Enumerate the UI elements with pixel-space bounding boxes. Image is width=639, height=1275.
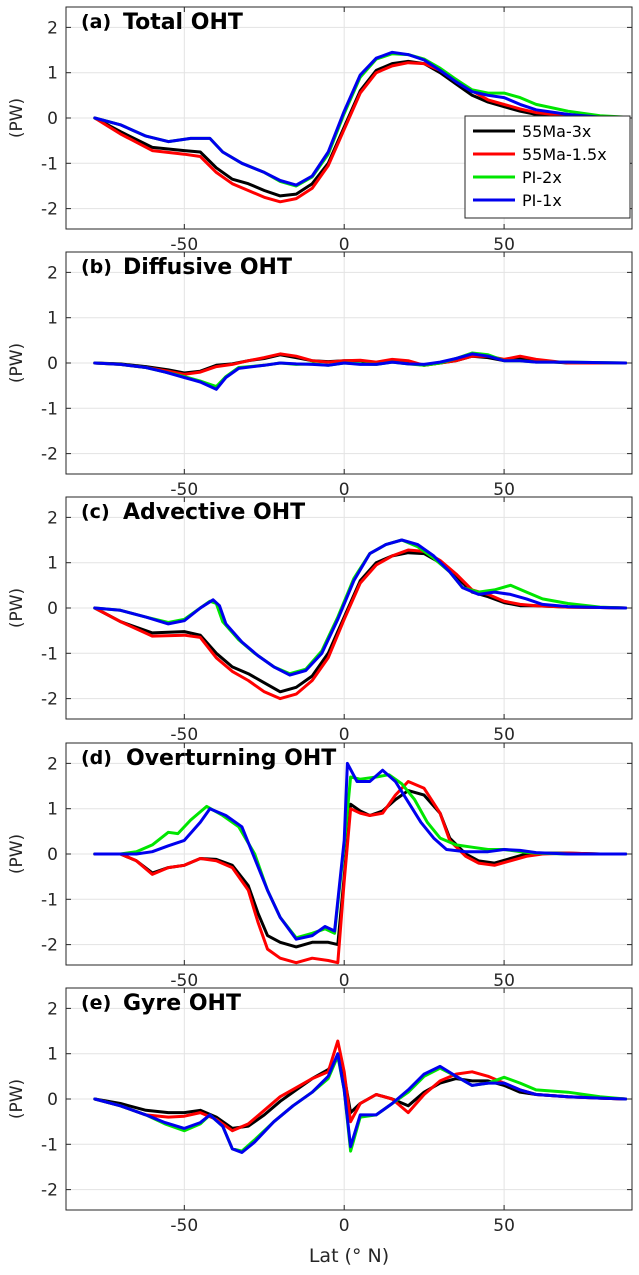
panel-title: Gyre OHT <box>123 991 241 1016</box>
legend-label-55ma-3x: 55Ma-3x <box>522 122 591 141</box>
series-line-pi-1x <box>93 50 628 187</box>
x-tick-label: 0 <box>339 235 350 255</box>
series-group <box>93 351 628 391</box>
panel-tag: (d) <box>81 747 112 769</box>
y-tick-label: 0 <box>47 109 58 129</box>
series-line-pi-1x <box>93 352 628 391</box>
legend-label-pi-1x: PI-1x <box>522 191 562 210</box>
series-line-55ma-1-5x <box>93 61 628 204</box>
y-axis-label: (PW) <box>7 343 27 383</box>
panel-d: -50 0 50 -2 -1 0 1 2 (PW) (d) Overturning OHT <box>7 742 633 991</box>
x-tick-label: 0 <box>339 971 350 991</box>
y-tick-label: -1 <box>41 154 58 174</box>
panel-e: -50 0 50 -2 -1 0 1 2 (PW) (e) Gyre OHT <box>7 987 633 1236</box>
panel-title: Total OHT <box>123 10 243 35</box>
y-tick-label: 2 <box>47 999 58 1019</box>
panel-b: -50 0 50 -2 -1 0 1 2 (PW) (b) Diffusive OHT <box>7 251 633 500</box>
y-tick-label: -2 <box>41 1181 58 1201</box>
y-tick-label: 1 <box>47 1045 58 1065</box>
legend-label-55ma-1-5x: 55Ma-1.5x <box>522 145 607 164</box>
y-tick-label: 0 <box>47 599 58 619</box>
y-axis-label: (PW) <box>7 1079 27 1119</box>
y-tick-label: -2 <box>41 690 58 710</box>
y-tick-label: 1 <box>47 800 58 820</box>
panel-tag: (a) <box>81 11 111 33</box>
series-line-pi-1x <box>93 1052 628 1154</box>
y-tick-label: 0 <box>47 1090 58 1110</box>
panel-tag: (c) <box>81 501 110 523</box>
y-tick-label: 1 <box>47 554 58 574</box>
y-tick-label: -1 <box>41 399 58 419</box>
y-tick-label: 1 <box>47 309 58 329</box>
x-tick-label: 50 <box>493 971 515 991</box>
panel-c: -50 0 50 -2 -1 0 1 2 (PW) (c) Advective OHT <box>7 496 633 745</box>
series-line-55ma-1-5x <box>93 780 628 965</box>
series-group <box>93 1039 628 1154</box>
panel-title: Overturning OHT <box>126 746 336 771</box>
x-tick-label: -50 <box>170 971 198 991</box>
y-tick-label: -2 <box>41 445 58 465</box>
y-tick-label: -1 <box>41 890 58 910</box>
y-tick-label: 2 <box>47 754 58 774</box>
y-tick-label: 2 <box>47 18 58 38</box>
series-line-pi-1x <box>93 761 628 941</box>
x-tick-label: 50 <box>493 235 515 255</box>
x-tick-label: -50 <box>170 725 198 745</box>
y-tick-label: 0 <box>47 845 58 865</box>
x-tick-label: -50 <box>170 235 198 255</box>
x-tick-label: 50 <box>493 1216 515 1236</box>
y-tick-label: -1 <box>41 1135 58 1155</box>
y-axis-label: (PW) <box>7 834 27 874</box>
legend: 55Ma-3x 55Ma-1.5x PI-2x PI-1x <box>464 115 631 219</box>
x-axis-label: Lat (° N) <box>309 1245 389 1267</box>
y-tick-label: 0 <box>47 354 58 374</box>
x-tick-label: 0 <box>339 725 350 745</box>
series-group <box>93 761 628 965</box>
y-tick-label: -1 <box>41 644 58 664</box>
x-tick-label: -50 <box>170 1216 198 1236</box>
legend-label-pi-2x: PI-2x <box>522 168 562 187</box>
y-tick-label: -2 <box>41 936 58 956</box>
panel-tag: (b) <box>81 256 112 278</box>
series-line-pi-1x <box>93 538 628 677</box>
x-tick-label: 50 <box>493 725 515 745</box>
x-tick-label: 0 <box>339 1216 350 1236</box>
y-axis-label: (PW) <box>7 588 27 628</box>
panel-title: Advective OHT <box>123 500 305 525</box>
series-group <box>93 50 628 204</box>
y-tick-label: -2 <box>41 200 58 220</box>
series-line-55ma-1-5x <box>93 548 628 701</box>
y-axis-label: (PW) <box>7 98 27 138</box>
y-tick-label: 1 <box>47 64 58 84</box>
x-tick-label: -50 <box>170 480 198 500</box>
series-group <box>93 538 628 701</box>
x-tick-label: 50 <box>493 480 515 500</box>
y-tick-label: 2 <box>47 508 58 528</box>
x-tick-label: 0 <box>339 480 350 500</box>
panel-tag: (e) <box>81 992 111 1014</box>
y-tick-label: 2 <box>47 263 58 283</box>
panel-title: Diffusive OHT <box>123 255 292 280</box>
